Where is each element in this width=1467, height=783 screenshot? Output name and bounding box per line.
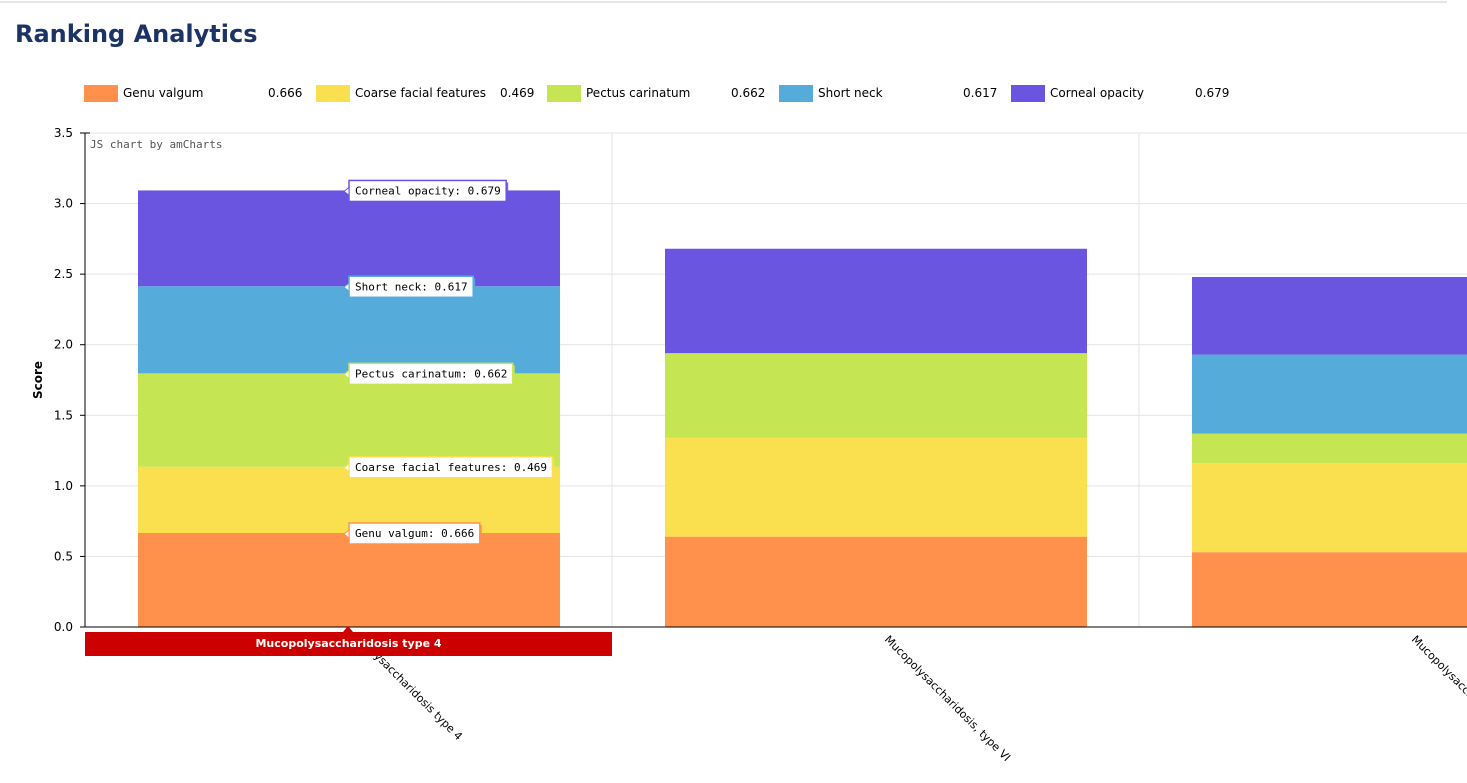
balloon-pointer (343, 369, 350, 380)
bar-segment (138, 532, 560, 627)
legend-swatch (316, 85, 350, 102)
chart-credit[interactable]: JS chart by amCharts (90, 138, 223, 151)
category-label: Mucopolysacch (1409, 633, 1467, 702)
bar-segment (1192, 552, 1467, 627)
bar-segment (1192, 354, 1467, 434)
y-tick-label: 1.5 (54, 408, 73, 422)
category-label: Mucopolysaccharidosis, type VI (882, 633, 1013, 764)
balloon-text: Corneal opacity: 0.679 (355, 184, 501, 197)
y-tick-label: 2.0 (54, 338, 73, 352)
y-tick-label: 2.5 (54, 267, 73, 281)
legend-value: 0.679 (1195, 86, 1230, 100)
bar-segment (1192, 433, 1467, 464)
legend-swatch (547, 85, 581, 102)
bar-segment (138, 286, 560, 374)
y-tick-label: 0.5 (54, 549, 73, 563)
top-divider (0, 1, 1447, 3)
y-tick-label: 0.0 (54, 620, 73, 634)
y-tick-label: 1.0 (54, 479, 73, 493)
bar-segment (665, 353, 1087, 438)
balloon-pointer (343, 462, 350, 473)
legend-swatch (84, 85, 118, 102)
legend-label: Short neck (818, 86, 883, 100)
bar-segment (1192, 276, 1467, 355)
bar-segment (1192, 463, 1467, 553)
legend-label: Coarse facial features (355, 86, 487, 100)
y-tick-label: 3.5 (54, 126, 73, 140)
legend-label: Corneal opacity (1050, 86, 1144, 100)
legend-swatch (1011, 85, 1045, 102)
category-highlight-banner (85, 632, 612, 656)
page-title: Ranking Analytics (15, 20, 258, 48)
bar-segment (665, 248, 1087, 354)
balloon-text: Coarse facial features: 0.469 (355, 461, 547, 474)
category-highlight-label: Mucopolysaccharidosis type 4 (255, 637, 441, 650)
legend-swatch (779, 85, 813, 102)
balloon-pointer (343, 282, 350, 293)
y-tick-label: 3.0 (54, 197, 73, 211)
bar-segment (138, 190, 560, 287)
legend-label: Pectus carinatum (586, 86, 691, 100)
legend-value: 0.469 (500, 86, 535, 100)
balloon-text: Short neck: 0.617 (355, 280, 468, 293)
bar-segment (665, 536, 1087, 627)
legend-value: 0.662 (731, 86, 766, 100)
balloon-pointer (343, 528, 350, 540)
legend-value: 0.666 (268, 86, 303, 100)
category-highlight-pointer (343, 626, 353, 632)
bar-segment (138, 373, 560, 467)
legend-label: Genu valgum (123, 86, 204, 100)
balloon-text: Pectus carinatum: 0.662 (355, 367, 507, 380)
y-axis-title: Score (31, 361, 45, 399)
balloon-text: Genu valgum: 0.666 (355, 527, 474, 540)
legend-value: 0.617 (963, 86, 998, 100)
bar-segment (665, 437, 1087, 537)
balloon-pointer (343, 186, 350, 197)
